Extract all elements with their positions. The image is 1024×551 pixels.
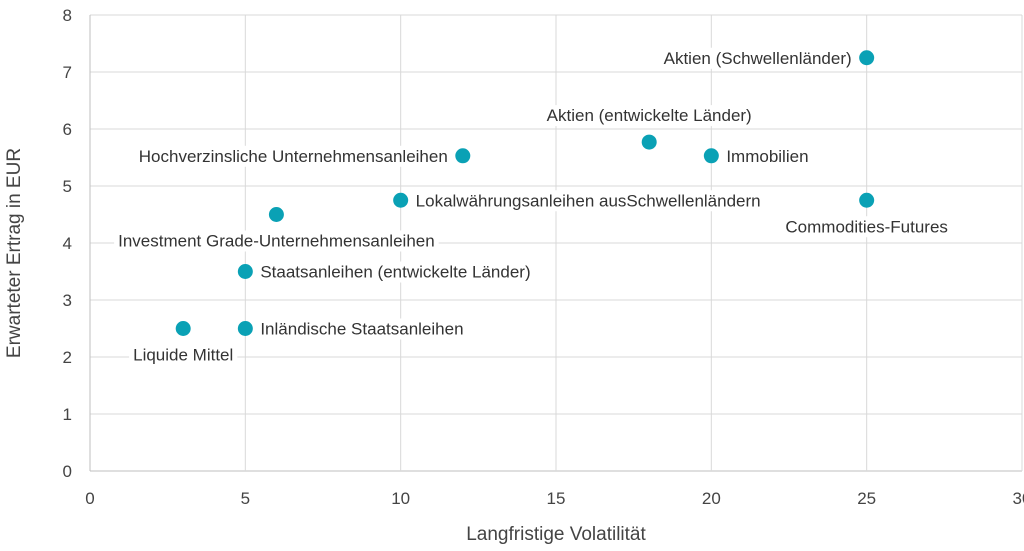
point-label-background: [114, 230, 439, 252]
point-label-background: [256, 261, 535, 283]
point-label: Lokalwährungsanleihen ausSchwellenländer…: [416, 191, 761, 210]
data-point: [268, 207, 284, 222]
data-points: [175, 50, 875, 336]
y-tick-label: 8: [63, 6, 72, 25]
point-label-background: [722, 145, 813, 167]
x-tick-label: 25: [857, 489, 876, 508]
data-point: [175, 321, 191, 336]
point-label: Liquide Mittel: [133, 346, 233, 365]
data-point: [703, 148, 719, 164]
y-tick-label: 0: [63, 462, 72, 481]
x-tick-label: 15: [547, 489, 566, 508]
data-point: [859, 192, 875, 208]
point-label-background: [134, 145, 452, 167]
data-point: [237, 264, 253, 279]
point-label: Staatsanleihen (entwickelte Länder): [260, 263, 530, 282]
point-label-background: [129, 344, 238, 366]
y-tick-label: 4: [63, 234, 72, 253]
data-point: [393, 192, 409, 208]
y-tick-label: 7: [63, 63, 72, 82]
point-label: Aktien (entwickelte Länder): [547, 106, 752, 125]
y-tick-label: 1: [63, 405, 72, 424]
x-tick-label: 0: [85, 489, 94, 508]
x-tick-label: 10: [391, 489, 410, 508]
y-tick-label: 6: [63, 120, 72, 139]
point-labels: Aktien (Schwellenländer) Aktien (entwicke…: [114, 47, 952, 366]
point-label: Inländische Staatsanleihen: [260, 320, 463, 339]
data-point: [455, 148, 471, 164]
point-label: Immobilien: [726, 147, 808, 166]
y-tick-label: 2: [63, 348, 72, 367]
data-point: [641, 134, 657, 150]
y-axis-title: Erwarteter Ertrag in EUR: [4, 148, 25, 358]
point-label-background: [411, 190, 765, 212]
point-label: Commodities-Futures: [785, 217, 948, 236]
point-label-background: [781, 216, 952, 238]
y-tick-label: 3: [63, 291, 72, 310]
tick-labels: 0 1 2 3 4 5 6 7 8 0 5 10 15 20 25 30: [63, 6, 1024, 508]
point-label-background: [256, 318, 468, 340]
x-tick-label: 20: [702, 489, 721, 508]
x-tick-label: 5: [241, 489, 250, 508]
point-label-background: [542, 105, 756, 127]
y-tick-label: 5: [63, 177, 72, 196]
point-label: Aktien (Schwellenländer): [664, 49, 852, 68]
grid: [89, 14, 1023, 472]
data-point: [237, 321, 253, 336]
x-tick-label: 30: [1013, 489, 1024, 508]
point-label: Investment Grade-Unternehmensanleihen: [118, 232, 435, 251]
x-axis-title: Langfristige Volatilität: [466, 524, 646, 545]
point-label: Hochverzinsliche Unternehmensanleihen: [139, 147, 448, 166]
point-label-background: [659, 47, 856, 69]
data-point: [859, 50, 875, 66]
